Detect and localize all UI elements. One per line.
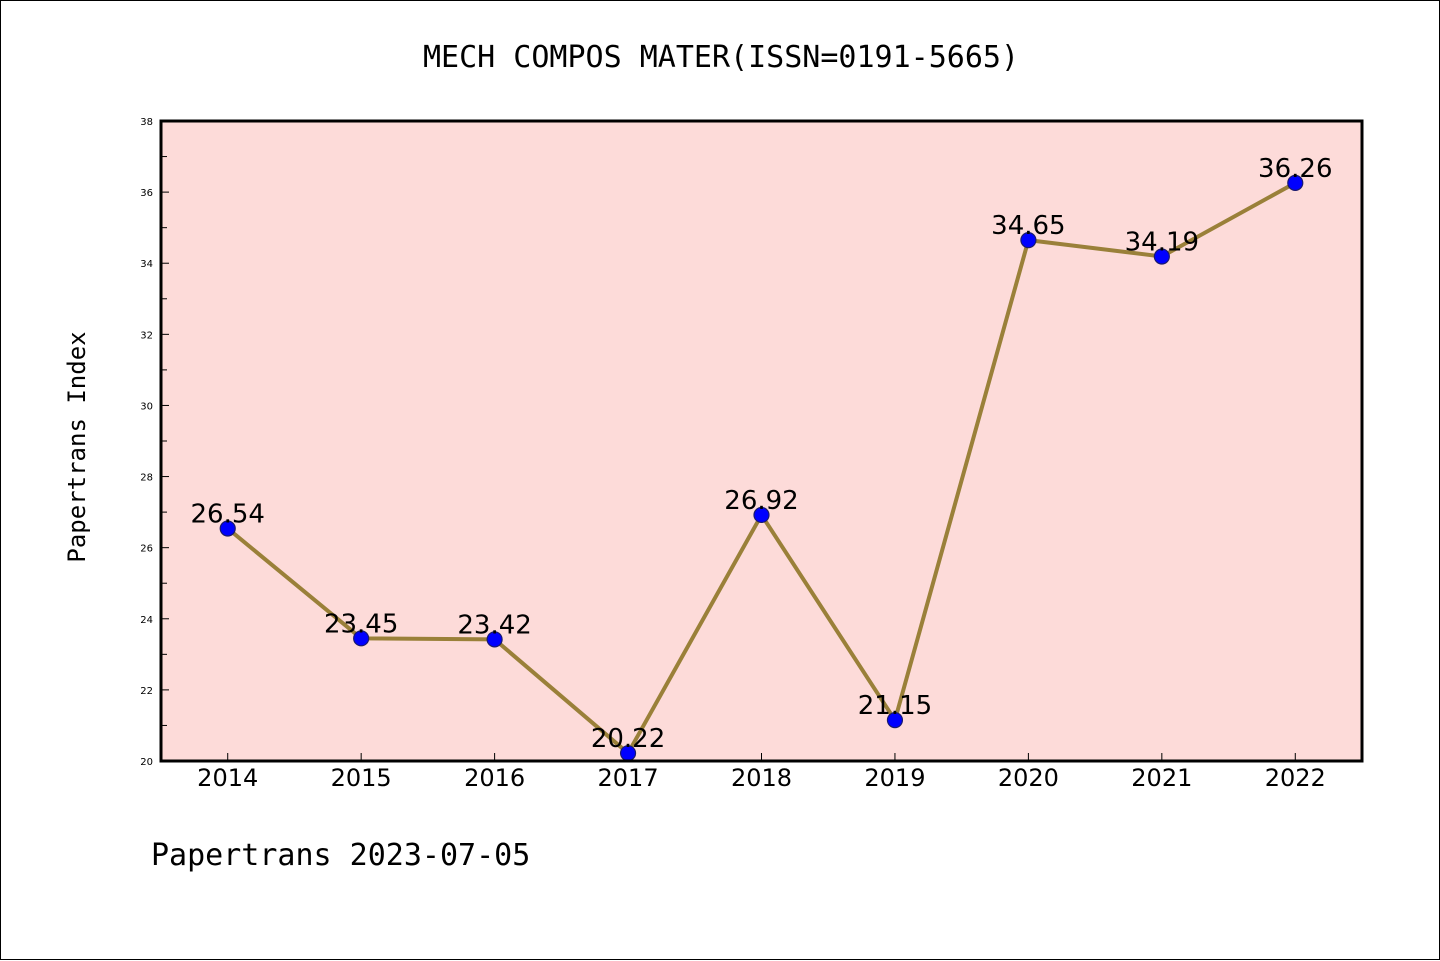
- data-label: 34.19: [1125, 227, 1199, 257]
- data-labels: 26.54 23.45 23.42 20.22 26.92 21.15 34.65 34.19…: [191, 154, 1333, 754]
- y-tick-label: 28: [140, 473, 153, 484]
- data-point: [1153, 248, 1170, 265]
- x-tick-label: 2017: [598, 764, 659, 792]
- y-tick-label: 34: [140, 259, 153, 270]
- x-tick-label: 2018: [731, 764, 792, 792]
- data-label: 23.42: [457, 610, 531, 640]
- y-tick-label: 30: [140, 401, 153, 412]
- data-label: 26.54: [191, 499, 265, 529]
- y-tick-label: 38: [140, 117, 153, 128]
- y-tick-label: 24: [140, 615, 153, 626]
- data-point: [486, 631, 503, 648]
- data-label: 36.26: [1258, 154, 1332, 184]
- data-point: [1287, 174, 1304, 191]
- data-label: 26.92: [724, 486, 798, 516]
- y-tick-label: 26: [140, 544, 153, 555]
- y-axis-label: Papertrans Index: [63, 331, 91, 562]
- footer-text: Papertrans 2023-07-05: [151, 838, 530, 873]
- y-tick-label: 36: [140, 188, 153, 199]
- y-axis: 20 22 24 26 28 30 32 34 36 38: [140, 117, 169, 768]
- data-point: [886, 712, 904, 729]
- data-point: [1020, 232, 1037, 249]
- x-tick-label: 2014: [197, 764, 258, 792]
- plot-border: [159, 119, 1364, 763]
- x-tick-label: 2015: [331, 764, 392, 792]
- data-label: 20.22: [591, 724, 665, 754]
- data-point: [219, 520, 236, 537]
- data-point: [353, 630, 370, 647]
- x-tick-label: 2021: [1131, 764, 1192, 792]
- x-tick-label: 2022: [1265, 764, 1326, 792]
- x-axis: 2014 2015 2016 2017 2018 2019 2020 2021 2022: [197, 753, 1326, 792]
- data-point: [753, 506, 770, 524]
- chart-title: MECH COMPOS MATER(ISSN=0191-5665): [423, 40, 1019, 75]
- x-tick-label: 2020: [998, 764, 1059, 792]
- data-points: [219, 174, 1304, 762]
- x-tick-label: 2016: [464, 764, 525, 792]
- plot-area: [161, 121, 1362, 761]
- data-label: 34.65: [991, 211, 1065, 241]
- data-label: 21.15: [858, 691, 932, 721]
- y-tick-label: 20: [140, 757, 153, 768]
- y-tick-label: 32: [140, 330, 153, 341]
- y-tick-label: 22: [140, 686, 153, 697]
- x-tick-label: 2019: [864, 764, 925, 792]
- data-label: 23.45: [324, 609, 398, 639]
